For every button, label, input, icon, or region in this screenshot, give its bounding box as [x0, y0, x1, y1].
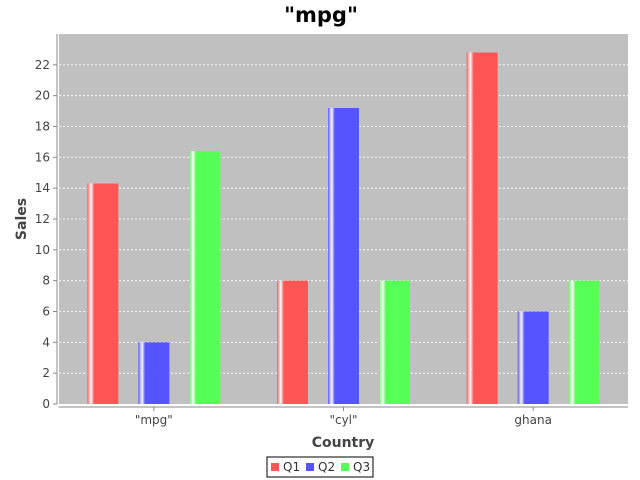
x-tick-label: "cyl": [329, 413, 357, 427]
legend-label-q2: Q2: [318, 460, 335, 474]
legend-swatch-q3: [341, 463, 349, 471]
y-tick-label: 18: [35, 120, 50, 134]
bar-q2-1: [328, 108, 359, 404]
y-axis-label: Sales: [14, 198, 30, 240]
y-tick-label: 6: [42, 305, 50, 319]
legend-label-q3: Q3: [353, 460, 370, 474]
legend-label-q1: Q1: [283, 460, 300, 474]
y-tick-label: 8: [42, 274, 50, 288]
x-axis-label: Country: [312, 435, 375, 451]
y-tick-label: 4: [42, 335, 50, 349]
legend-box: [266, 456, 374, 478]
y-tick-label: 14: [35, 181, 50, 195]
legend-swatch-q1: [271, 463, 279, 471]
bar-q1-0: [87, 183, 119, 404]
y-tick-label: 12: [35, 212, 50, 226]
y-tick-label: 2: [42, 366, 50, 380]
bar-q3-0: [189, 151, 221, 404]
bar-q1-2: [466, 52, 498, 404]
y-axis: 0 2 4 6 8 10 12 14 16 18 20 22: [35, 34, 58, 411]
bar-q1-1: [277, 280, 308, 404]
bar-q3-1: [379, 280, 410, 404]
x-axis: "mpg" "cyl" ghana: [59, 406, 628, 427]
chart-title: "mpg": [284, 3, 358, 27]
y-tick-label: 22: [35, 58, 50, 72]
bar-q3-2: [568, 280, 600, 404]
legend-swatch-q2: [306, 463, 314, 471]
x-tick-label: ghana: [514, 413, 552, 427]
bar-q2-2: [517, 311, 549, 404]
legend: Q1 Q2 Q3: [266, 456, 374, 478]
y-tick-label: 0: [42, 397, 50, 411]
x-tick-label: "mpg": [135, 413, 173, 427]
bars: [87, 52, 600, 404]
y-tick-label: 20: [35, 89, 50, 103]
bar-q2-0: [138, 342, 170, 404]
y-tick-label: 10: [35, 243, 50, 257]
y-tick-label: 16: [35, 150, 50, 164]
